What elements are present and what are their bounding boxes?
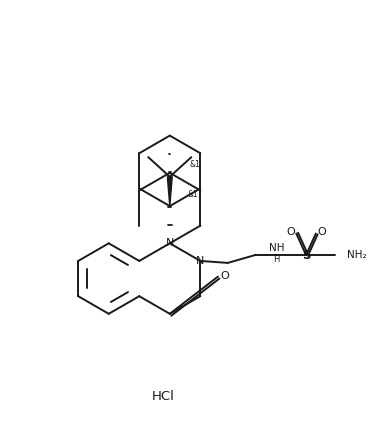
Text: O: O — [220, 271, 229, 281]
Text: N: N — [165, 238, 174, 248]
Text: &1: &1 — [187, 190, 198, 199]
Polygon shape — [167, 177, 172, 206]
Text: HCl: HCl — [151, 390, 174, 403]
Text: N: N — [196, 256, 204, 266]
Text: H: H — [273, 255, 280, 265]
Text: S: S — [302, 249, 310, 262]
Text: O: O — [286, 227, 295, 237]
Text: &1: &1 — [189, 160, 200, 170]
Text: O: O — [317, 227, 326, 237]
Text: NH: NH — [269, 243, 285, 253]
Text: NH₂: NH₂ — [347, 250, 367, 260]
